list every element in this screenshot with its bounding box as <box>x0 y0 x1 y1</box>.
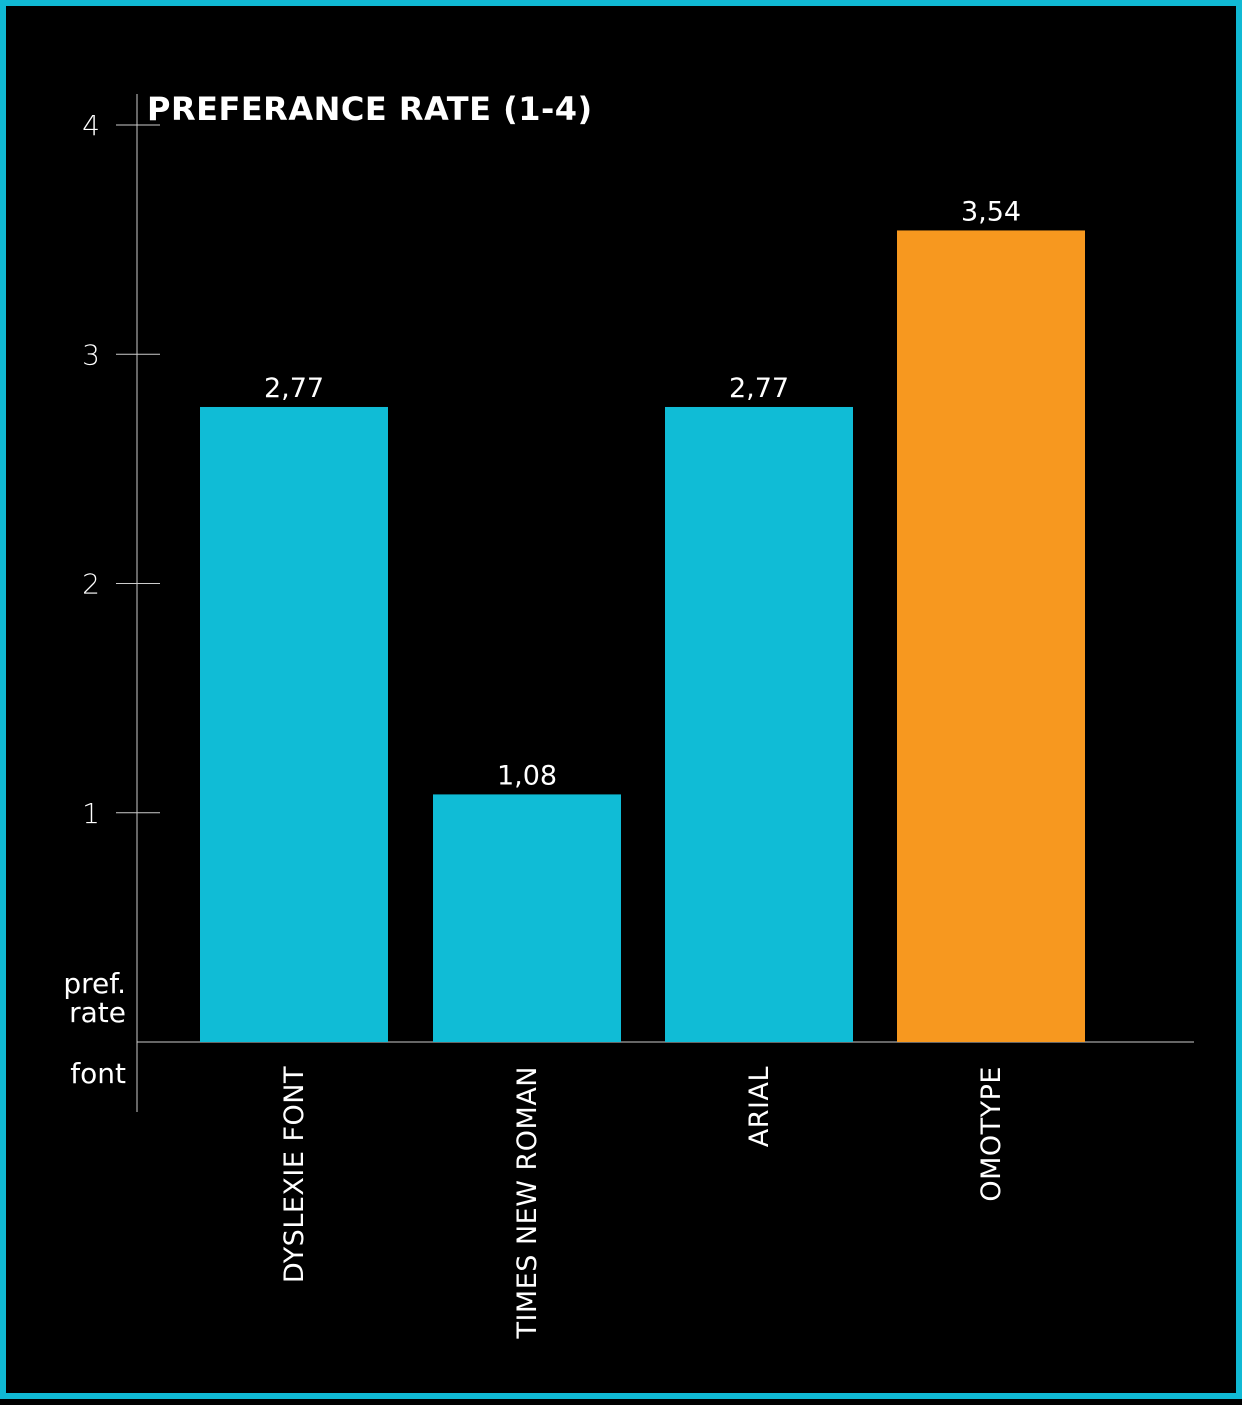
y-tick-label: 1 <box>82 797 100 830</box>
y-axis-label-line2: rate <box>69 996 126 1029</box>
category-label: OMOTYPE <box>976 1066 1007 1202</box>
value-label: 2,77 <box>729 373 789 404</box>
value-label: 1,08 <box>497 760 557 791</box>
x-axis-label: font <box>70 1057 126 1090</box>
y-tick-label: 2 <box>82 568 100 601</box>
category-label: DYSLEXIE FONT <box>279 1066 310 1283</box>
y-axis-label-line1: pref. <box>63 967 126 1000</box>
bar-3 <box>665 406 853 1042</box>
bar-1 <box>200 406 388 1042</box>
y-tick-label: 3 <box>82 338 100 371</box>
y-tick-label: 4 <box>82 109 100 142</box>
category-label: TIMES NEW ROMAN <box>512 1066 543 1340</box>
bar-4 <box>897 230 1085 1042</box>
value-label: 2,77 <box>264 373 324 404</box>
chart-title: PREFERANCE RATE (1-4) <box>147 90 593 128</box>
bars: 2,77 DYSLEXIE FONT 1,08 TIMES NEW ROMAN 2,77… <box>200 196 1085 1340</box>
bar-chart: PREFERANCE RATE (1-4) 1 2 3 4 2,77 DYSLEXIE … <box>63 90 1194 1340</box>
value-label: 3,54 <box>961 196 1021 227</box>
bar-2 <box>433 794 621 1042</box>
category-label: ARIAL <box>744 1066 775 1147</box>
